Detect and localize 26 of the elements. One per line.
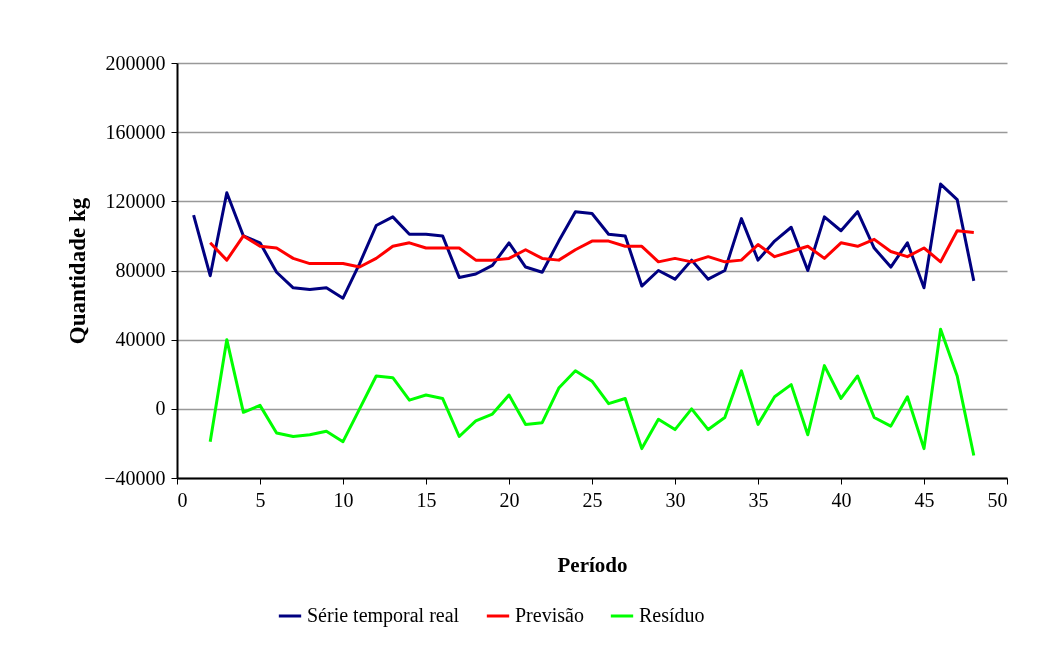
y-tick-label: 40000 xyxy=(115,328,166,351)
x-tick-label: 0 xyxy=(177,488,188,511)
x-tick-label: 20 xyxy=(499,488,520,511)
y-tick-label: 200000 xyxy=(105,51,166,74)
x-tick-label: 15 xyxy=(416,488,437,511)
x-tick-label: 10 xyxy=(333,488,354,511)
y-tick-label: −40000 xyxy=(104,466,166,489)
x-tick-label: 5 xyxy=(255,488,266,511)
x-tick-label: 35 xyxy=(748,488,769,511)
legend-label: Previsão xyxy=(515,604,584,626)
x-tick-label: 45 xyxy=(914,488,935,511)
x-tick-label: 30 xyxy=(665,488,686,511)
x-axis-title: Período xyxy=(557,552,628,577)
y-tick-label: 0 xyxy=(155,397,166,420)
x-tick-label: 50 xyxy=(987,488,1008,511)
y-tick-label: 160000 xyxy=(105,120,166,143)
legend-label: Resíduo xyxy=(639,604,705,626)
line-series xyxy=(192,182,976,300)
line-series xyxy=(208,229,976,269)
y-tick-label: 120000 xyxy=(105,189,166,212)
y-tick-label: 80000 xyxy=(115,259,166,281)
legend-label: Série temporal real xyxy=(307,604,460,627)
line-series xyxy=(208,327,976,458)
y-axis-title: Quantidade kg xyxy=(65,197,91,345)
x-tick-label: 25 xyxy=(582,488,603,511)
x-tick-label: 40 xyxy=(831,488,852,511)
